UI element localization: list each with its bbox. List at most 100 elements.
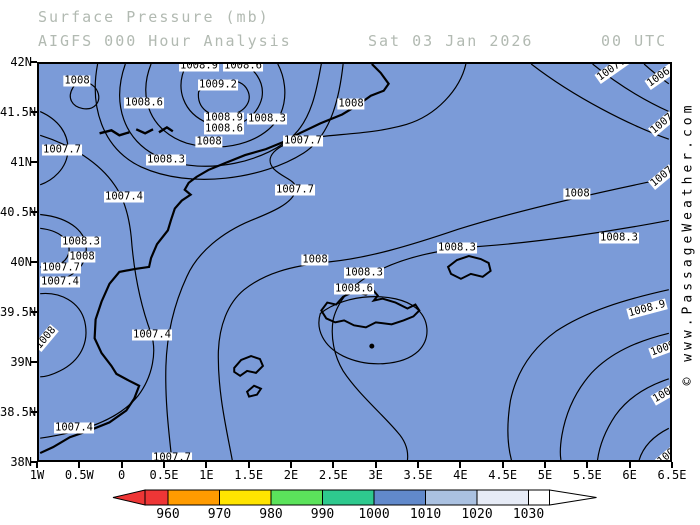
isobar-1007.7 <box>40 292 87 378</box>
colorbar-svg <box>112 489 597 506</box>
isobar-label-1007.7: 1007.7 <box>41 261 81 274</box>
island-coastline-1 <box>446 255 492 280</box>
pressure-map-canvas: 1008 1008.9 1008.6 1009.2 1008.6 1008 1008.9 10… <box>37 62 672 462</box>
colorbar-tick-980: 980 <box>259 507 283 522</box>
isobar-1009 <box>559 332 669 460</box>
colorbar-tick-1020: 1020 <box>461 507 493 522</box>
lat-label-38.5N: 38.5N <box>0 405 37 419</box>
lon-tick <box>205 462 208 468</box>
lat-tick <box>31 61 37 63</box>
lon-label-0.5E: 0.5E <box>149 468 179 482</box>
isobar-label-1008: 1008 <box>63 74 91 87</box>
lat-tick <box>31 311 37 313</box>
lon-label-6.5E: 6.5E <box>657 468 687 482</box>
lat-tick <box>31 411 37 413</box>
isobar-label-1008.3: 1008.3 <box>437 241 477 254</box>
isobar-1009 <box>638 427 670 460</box>
colorbar-tick-990: 990 <box>310 507 335 522</box>
isobar-1008.3 <box>331 219 669 460</box>
lon-tick <box>289 462 292 468</box>
isobar-1008.9 <box>507 289 669 460</box>
colorbar-segment-1000-1010 <box>373 489 426 506</box>
lat-tick <box>31 261 37 263</box>
isobar-label-1007.7: 1007.7 <box>42 143 82 156</box>
islet <box>369 343 375 349</box>
lat-tick <box>31 361 37 363</box>
isobar-label-1007.7: 1007.7 <box>152 451 192 462</box>
isobar-label-1007.4: 1007.4 <box>104 190 144 203</box>
isobar-label-1008: 1008 <box>337 97 365 110</box>
lon-tick <box>543 462 546 468</box>
isobar-label-1007.7: 1007.7 <box>283 134 323 147</box>
colorbar-arrow-low <box>112 489 146 506</box>
lon-label-4E: 4E <box>453 468 468 482</box>
lon-tick <box>501 462 504 468</box>
isobar-label-1007.4: 1007.4 <box>132 328 172 341</box>
lon-label-0.5W: 0.5W <box>64 468 94 482</box>
inland-water-1 <box>135 128 154 135</box>
lon-tick <box>670 462 673 468</box>
lon-tick <box>628 462 631 468</box>
lat-label-38N: 38N <box>10 455 32 469</box>
page-subtitle: AIGFS 000 Hour Analysis <box>38 32 292 50</box>
lon-label-5E: 5E <box>537 468 553 482</box>
lon-label-2E: 2E <box>283 468 299 482</box>
lon-tick <box>416 462 419 468</box>
lon-tick <box>374 462 377 468</box>
lat-tick <box>31 161 37 163</box>
isobar-label-1007.7: 1007.7 <box>275 183 315 196</box>
colorbar-segment-1010-1020 <box>425 489 478 506</box>
isobar-label-1008.6: 1008.6 <box>124 96 164 109</box>
lat-label-42N: 42N <box>10 55 32 69</box>
colorbar-tick-960: 960 <box>156 507 180 522</box>
lon-label-3.5E: 3.5E <box>403 468 433 482</box>
coastline-spain <box>39 64 390 455</box>
isobar-label-1008.3: 1008.3 <box>344 266 384 279</box>
isobar-label-1008.9: 1008.9 <box>179 62 219 72</box>
watermark-passageweather: © www.PassageWeather.com <box>680 101 696 386</box>
analysis-date: Sat 03 Jan 2026 <box>368 32 534 50</box>
isobar-label-1008.3: 1008.3 <box>599 231 639 244</box>
isobar-label-1008: 1008 <box>563 187 591 200</box>
inland-water-0 <box>99 129 130 137</box>
isobar-label-1008.6: 1008.6 <box>204 122 244 135</box>
lon-label-0: 0 <box>118 468 126 482</box>
isobar-label-1008.6: 1008.6 <box>334 282 374 295</box>
isobar-label-1008: 1008 <box>195 135 223 148</box>
isobar-label-1008: 1008 <box>301 253 329 266</box>
lat-label-40N: 40N <box>10 255 32 269</box>
lon-tick <box>162 462 165 468</box>
isobar-1009 <box>596 378 670 460</box>
lon-tick <box>459 462 462 468</box>
colorbar-segment-980-990 <box>270 489 323 506</box>
isobar-label-1008.9: 1008.9 <box>204 111 244 124</box>
colorbar-segment-960-970 <box>167 489 220 506</box>
isobar-1008 <box>217 177 669 460</box>
island-coastline-2 <box>233 354 265 378</box>
colorbar-segment-970-980 <box>219 489 272 506</box>
isobar-label-1008.3: 1008.3 <box>61 235 101 248</box>
lon-label-1W: 1W <box>29 468 45 482</box>
isobar-label-1008.3: 1008.3 <box>247 112 287 125</box>
isobar-label-1007.4: 1007.4 <box>54 421 94 434</box>
lat-label-41N: 41N <box>10 155 32 169</box>
island-coastline-0 <box>320 288 421 329</box>
lon-tick <box>586 462 589 468</box>
isobar-1008.6 <box>318 296 428 365</box>
lon-tick <box>247 462 250 468</box>
colorbar-tick-1000: 1000 <box>358 507 390 522</box>
lon-label-2.5E: 2.5E <box>318 468 348 482</box>
inland-water-2 <box>158 125 174 134</box>
lon-tick <box>78 462 81 468</box>
lon-label-4.5E: 4.5E <box>488 468 518 482</box>
analysis-time: 00 UTC <box>601 32 668 50</box>
isobar-1007.4 <box>39 134 155 439</box>
colorbar-tick-970: 970 <box>207 507 232 522</box>
isobar-label-1008.6: 1008.6 <box>223 62 263 72</box>
isobar-label-1008: 1008 <box>68 250 96 263</box>
colorbar-tick-1010: 1010 <box>409 507 442 522</box>
lat-label-40.5N: 40.5N <box>0 205 37 219</box>
colorbar-segment-1020-1030 <box>476 489 529 506</box>
island-coastline-3 <box>245 384 263 398</box>
